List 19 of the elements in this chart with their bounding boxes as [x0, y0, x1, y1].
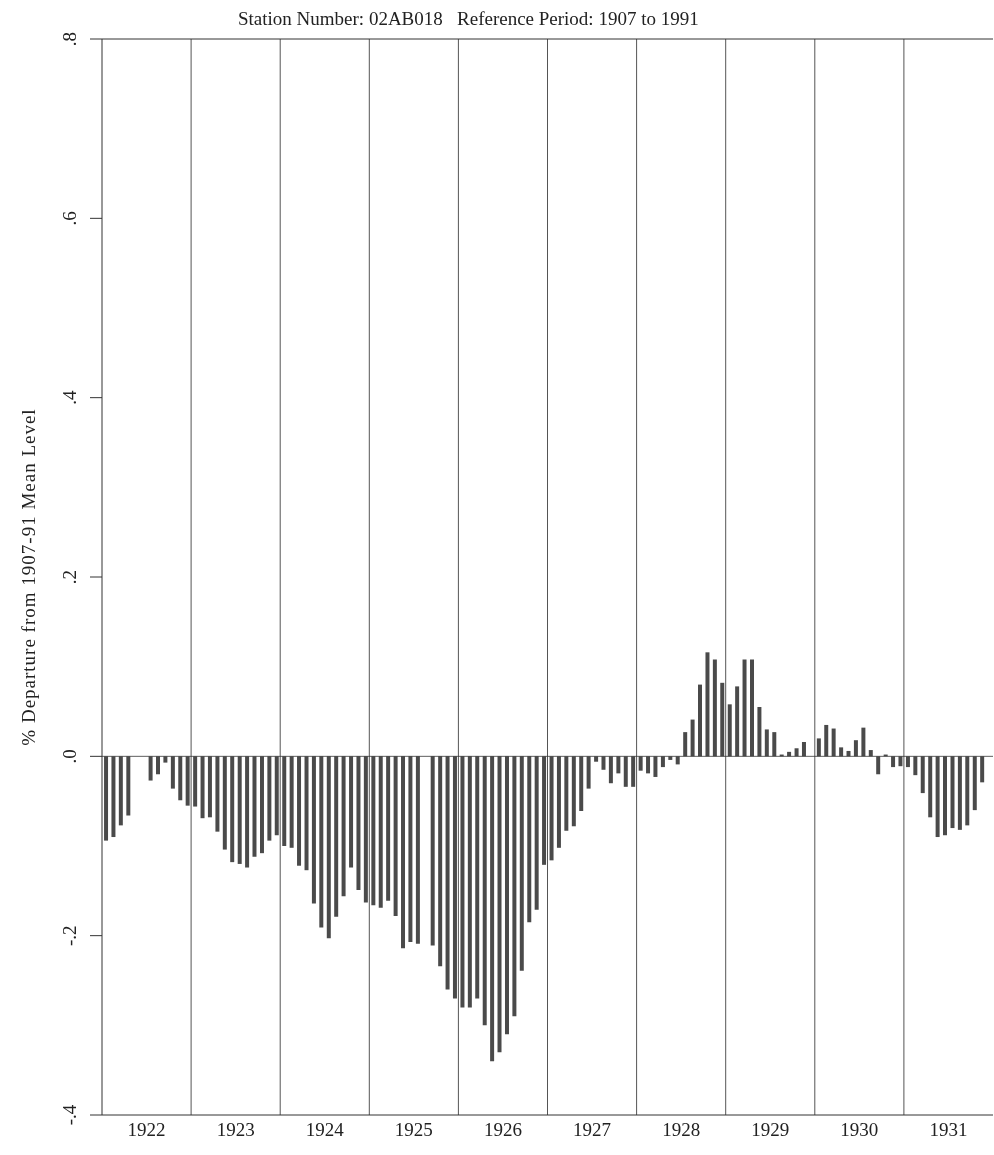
x-tick-label: 1926	[483, 1119, 522, 1141]
y-tick-label: .0	[59, 749, 80, 764]
y-axis-title: % Departure from 1907-91 Mean Level	[17, 408, 39, 746]
x-tick-label: 1929	[751, 1119, 790, 1141]
x-tick-label: 1928	[662, 1119, 701, 1141]
x-tick-label: 1930	[840, 1119, 879, 1141]
y-tick-label: .6	[59, 211, 80, 226]
x-tick-label: 1923	[216, 1119, 255, 1141]
y-tick-label: .4	[59, 390, 80, 405]
x-tick-label: 1927	[573, 1119, 612, 1141]
x-tick-label: 1924	[305, 1119, 345, 1141]
y-tick-label: .2	[59, 569, 80, 585]
chart-title: Station Number: 02AB018 Reference Period: 1907 to 1991	[238, 8, 699, 30]
x-tick-label: 1922	[127, 1119, 166, 1141]
x-tick-label: 1931	[929, 1119, 968, 1141]
y-tick-label: .8	[59, 31, 80, 47]
y-tick-label: -.4	[59, 1104, 80, 1126]
x-tick-label: 1925	[394, 1119, 433, 1141]
y-tick-label: -.2	[59, 925, 80, 946]
